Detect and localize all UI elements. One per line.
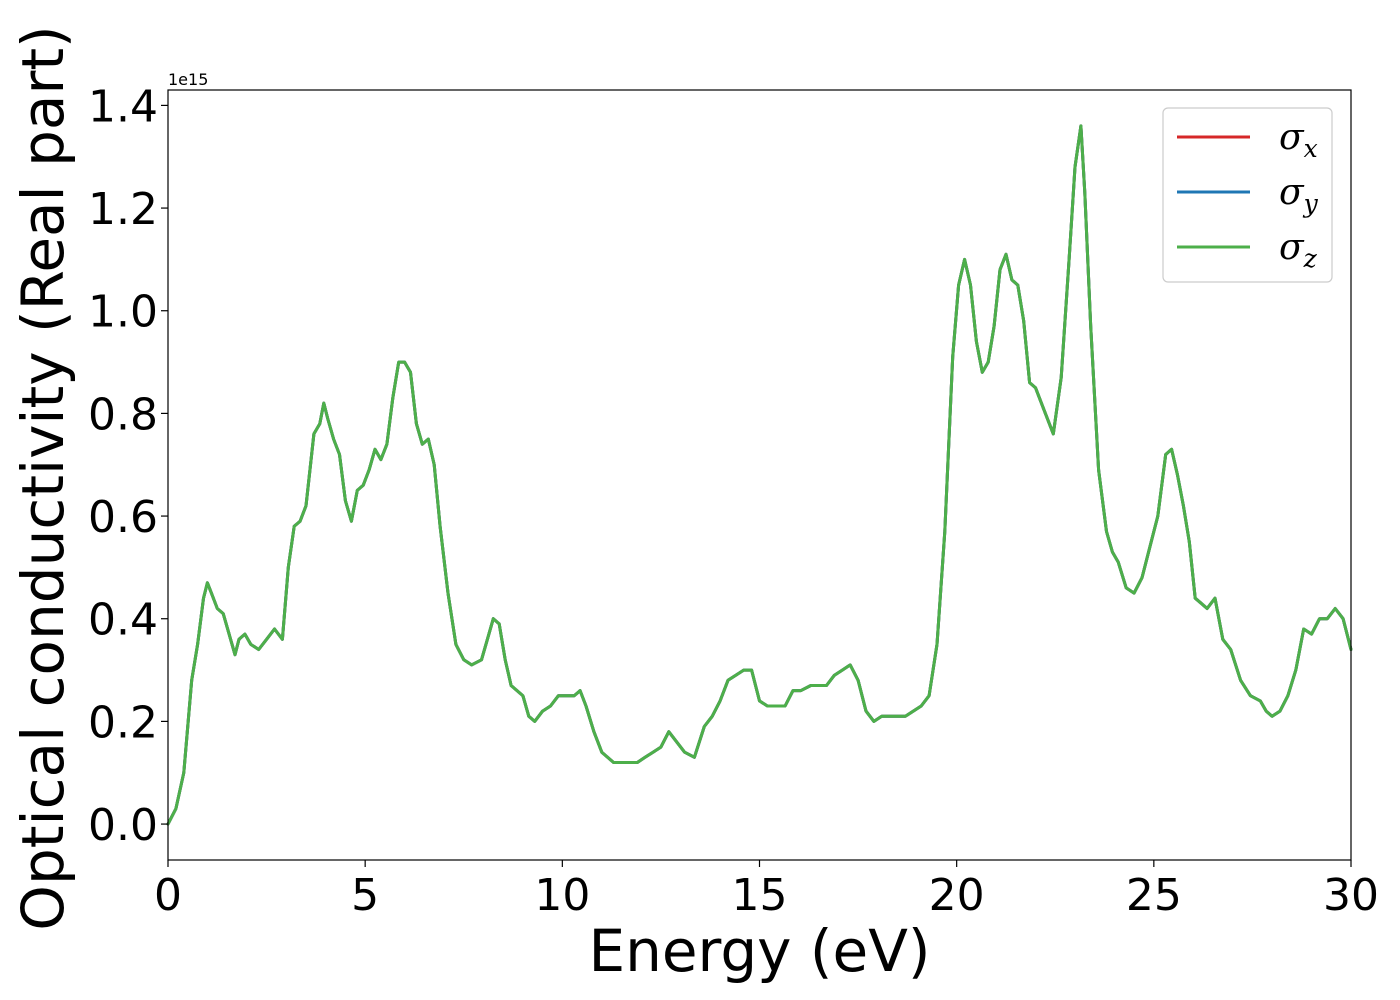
x-tick-label: 5 [351,870,379,921]
y-tick-label: 0.8 [88,389,158,440]
y-axis: 0.0 0.2 0.4 0.6 0.8 1.0 1.2 1.4 [88,81,168,851]
y-tick-label: 0.6 [88,492,158,543]
series-line-2 [166,124,1353,826]
y-tick-label: 0.0 [88,800,158,851]
legend-subscript: y [1303,189,1319,218]
y-tick-label: 1.2 [88,184,158,235]
legend-box [1162,107,1333,283]
x-tick-label: 25 [1126,870,1182,921]
x-tick-label: 30 [1323,870,1379,921]
x-tick-label: 15 [732,870,788,921]
series-layer [166,124,1353,826]
y-tick-label: 1.0 [88,287,158,338]
y-offset-label: 1e15 [168,70,208,89]
x-axis-title: Energy (eV) [588,917,930,985]
y-tick-label: 1.4 [88,81,158,132]
x-tick-label: 0 [154,870,182,921]
legend-subscript: z [1303,244,1318,273]
legend-subscript: x [1304,134,1318,163]
x-axis: 0 5 10 15 20 25 30 [154,860,1379,921]
x-tick-label: 10 [534,870,590,921]
y-tick-label: 0.4 [88,595,158,646]
x-tick-label: 20 [929,870,985,921]
y-tick-label: 0.2 [88,697,158,748]
y-axis-title: Optical conductivity (Real part) [9,25,77,930]
